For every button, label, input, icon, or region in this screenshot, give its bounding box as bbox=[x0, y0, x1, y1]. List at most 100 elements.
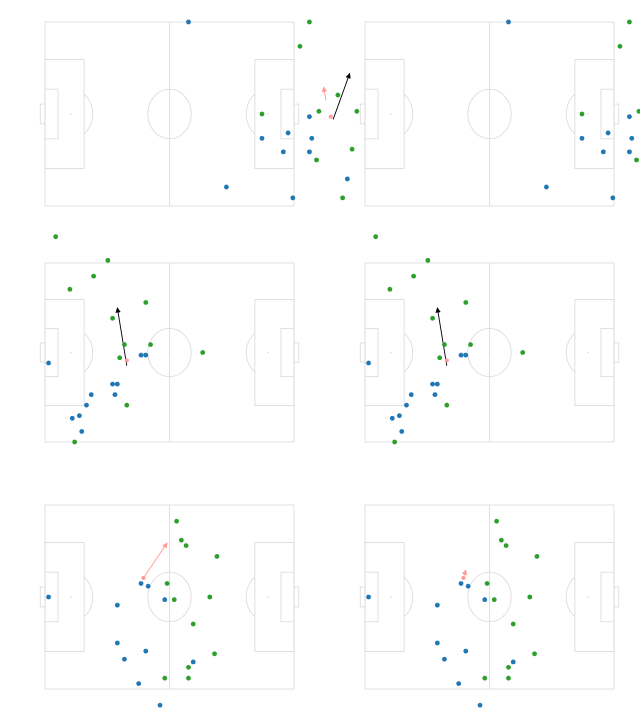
blue-player-7 bbox=[465, 583, 471, 589]
green-player-5 bbox=[335, 92, 341, 98]
penalty-spot-right bbox=[587, 113, 589, 115]
green-player-4 bbox=[190, 621, 196, 627]
blue-player-2 bbox=[458, 581, 464, 586]
pitch-panel-2 bbox=[359, 19, 640, 207]
green-player-1 bbox=[494, 518, 500, 524]
green-player-3 bbox=[506, 675, 511, 681]
penalty-box-left bbox=[44, 59, 85, 169]
pass-arrow-pink-1 bbox=[143, 542, 168, 579]
penalty-arc-right bbox=[565, 576, 576, 618]
centre-spot bbox=[168, 113, 171, 115]
penalty-spot-left bbox=[70, 596, 72, 598]
green-player-7 bbox=[506, 664, 511, 670]
centre-spot bbox=[488, 113, 491, 115]
blue-player-6 bbox=[600, 149, 606, 155]
pass-arrow-black-1 bbox=[332, 72, 351, 120]
green-player-2 bbox=[579, 111, 585, 117]
blue-player-1 bbox=[69, 415, 75, 421]
goal-left bbox=[359, 586, 366, 608]
six-yard-box-right bbox=[280, 327, 295, 378]
pitch-panel-3 bbox=[39, 234, 300, 445]
pitch-panel-1 bbox=[39, 19, 360, 207]
green-player-5 bbox=[143, 300, 149, 305]
green-player-10 bbox=[444, 402, 450, 408]
blue-player-8 bbox=[463, 648, 469, 654]
green-player-10 bbox=[349, 146, 355, 152]
green-player-4 bbox=[425, 257, 431, 263]
blue-player-9 bbox=[482, 597, 488, 603]
blue-player-6 bbox=[442, 656, 447, 662]
goal-right bbox=[293, 586, 300, 608]
six-yard-box-right bbox=[280, 571, 295, 623]
penalty-arc-right bbox=[245, 576, 256, 618]
green-player-3 bbox=[411, 273, 417, 279]
penalty-spot-left bbox=[390, 113, 392, 115]
blue-player-3 bbox=[114, 381, 120, 387]
centre-circle bbox=[467, 328, 512, 377]
blue-player-4 bbox=[434, 640, 440, 646]
pass-arrow-black-1 bbox=[115, 307, 128, 366]
penalty-spot-right bbox=[587, 596, 589, 598]
pitch-panel-4 bbox=[359, 234, 620, 445]
blue-player-2 bbox=[396, 413, 402, 419]
blue-player-9 bbox=[138, 352, 144, 358]
six-yard-box-left bbox=[44, 327, 59, 378]
blue-player-3 bbox=[136, 681, 142, 686]
green-player-9 bbox=[503, 543, 509, 548]
green-player-2 bbox=[387, 286, 393, 292]
green-player-4 bbox=[510, 621, 516, 627]
penalty-box-left bbox=[44, 299, 85, 406]
blue-player-11 bbox=[190, 659, 196, 665]
blue-player-6 bbox=[399, 429, 405, 434]
green-player-12 bbox=[534, 554, 540, 559]
penalty-arc-right bbox=[565, 93, 576, 135]
blue-player-5 bbox=[432, 392, 438, 398]
blue-player-5 bbox=[434, 602, 440, 608]
penalty-spot-left bbox=[70, 351, 72, 354]
blue-player-3 bbox=[186, 19, 191, 25]
green-player-7 bbox=[437, 355, 443, 361]
penalty-arc-left bbox=[83, 576, 94, 618]
blue-player-6 bbox=[122, 656, 127, 662]
blue-player-1 bbox=[366, 594, 371, 600]
blue-player-10 bbox=[366, 360, 371, 366]
green-player-4 bbox=[105, 257, 111, 263]
green-player-5 bbox=[207, 594, 213, 600]
blue-player-1 bbox=[224, 184, 229, 190]
goal-right bbox=[613, 342, 620, 363]
blue-player-11 bbox=[510, 659, 516, 665]
green-player-11 bbox=[532, 651, 537, 657]
blue-player-8 bbox=[629, 135, 635, 141]
green-player-12 bbox=[520, 350, 526, 355]
blue-player-9 bbox=[162, 597, 168, 603]
blue-player-8 bbox=[430, 381, 435, 387]
blue-player-10 bbox=[290, 195, 296, 201]
green-player-8 bbox=[482, 675, 488, 681]
green-player-2 bbox=[67, 286, 73, 292]
blue-player-4 bbox=[84, 402, 89, 408]
penalty-spot-left bbox=[390, 596, 392, 598]
goal-left bbox=[39, 342, 46, 363]
centre-circle bbox=[147, 328, 192, 377]
green-player-12 bbox=[214, 554, 220, 559]
centre-spot bbox=[488, 596, 491, 598]
penalty-arc-left bbox=[403, 93, 414, 135]
green-player-5 bbox=[527, 594, 533, 600]
green-player-9 bbox=[468, 342, 473, 348]
green-player-3 bbox=[297, 43, 303, 49]
six-yard-box-left bbox=[44, 88, 59, 140]
pitch-panel-6 bbox=[359, 504, 620, 708]
blue-player-12 bbox=[157, 702, 163, 708]
green-player-8 bbox=[316, 108, 322, 114]
centre-circle bbox=[467, 88, 512, 140]
blue-player-3 bbox=[456, 681, 462, 686]
blue-player-6 bbox=[280, 149, 286, 155]
penalty-spot-left bbox=[390, 351, 392, 354]
green-player-8 bbox=[122, 342, 127, 348]
blue-player-1 bbox=[46, 594, 51, 600]
goal-left bbox=[39, 586, 46, 608]
blue-player-1 bbox=[389, 415, 395, 421]
green-player-2 bbox=[178, 537, 184, 543]
penalty-arc-left bbox=[403, 576, 414, 618]
goal-right bbox=[613, 103, 620, 125]
